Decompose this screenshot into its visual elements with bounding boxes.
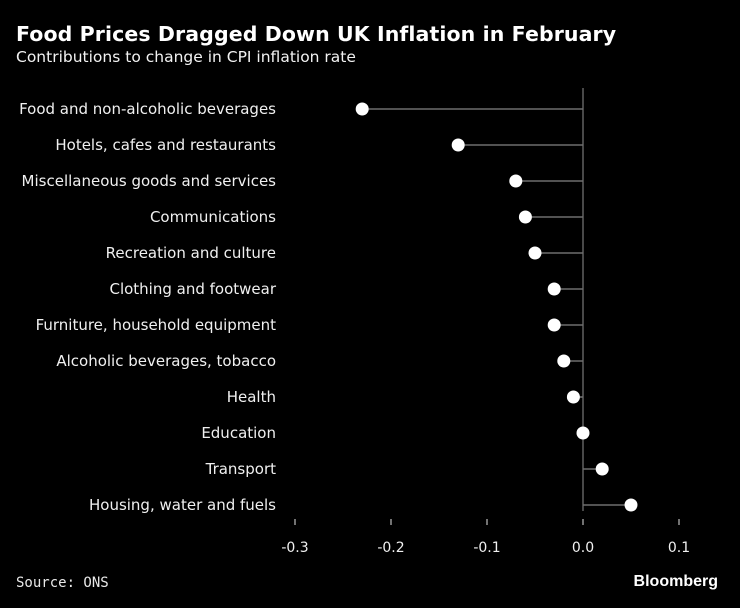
category-label: Communications <box>150 208 276 226</box>
category-label: Health <box>227 388 276 406</box>
bloomberg-logo: Bloomberg <box>633 573 718 590</box>
category-label: Alcoholic beverages, tobacco <box>56 352 276 370</box>
data-point <box>547 282 561 296</box>
category-label: Furniture, household equipment <box>36 316 277 334</box>
data-point <box>566 390 580 404</box>
x-tick-label: 0.1 <box>668 540 690 556</box>
category-label: Recreation and culture <box>106 244 276 262</box>
category-label: Transport <box>205 460 277 478</box>
category-label: Education <box>201 424 276 442</box>
category-label: Hotels, cafes and restaurants <box>55 136 276 154</box>
source-note: Source: ONS <box>16 575 109 591</box>
data-point <box>547 318 561 332</box>
x-tick-label: -0.3 <box>281 540 308 556</box>
data-point <box>451 138 465 152</box>
category-label: Housing, water and fuels <box>89 496 276 514</box>
chart-title: Food Prices Dragged Down UK Inflation in… <box>16 22 617 46</box>
data-point <box>624 498 638 512</box>
data-point <box>576 426 590 440</box>
data-point <box>528 246 542 260</box>
data-point <box>355 102 369 116</box>
x-tick-label: 0.0 <box>572 540 594 556</box>
data-point <box>509 174 523 188</box>
category-label: Food and non-alcoholic beverages <box>19 100 276 118</box>
data-point <box>557 354 571 368</box>
category-label: Miscellaneous goods and services <box>22 172 277 190</box>
category-label: Clothing and footwear <box>109 280 276 298</box>
x-tick-label: -0.1 <box>473 540 500 556</box>
chart-subtitle: Contributions to change in CPI inflation… <box>16 48 356 66</box>
x-tick-label: -0.2 <box>377 540 404 556</box>
data-point <box>595 462 609 476</box>
data-point <box>518 210 532 224</box>
